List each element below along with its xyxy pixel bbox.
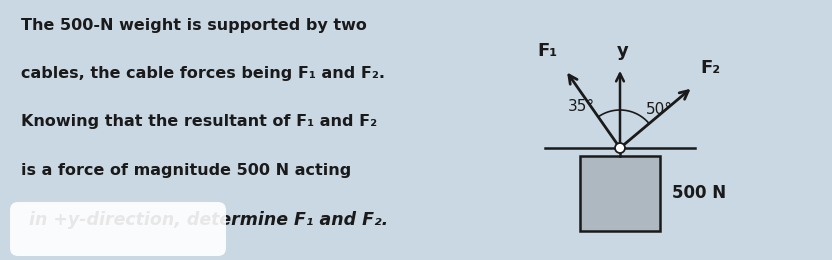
Text: 50°: 50° (646, 101, 673, 116)
FancyBboxPatch shape (10, 202, 226, 256)
Text: 35°: 35° (568, 99, 596, 114)
Text: y: y (617, 42, 629, 60)
Circle shape (615, 143, 625, 153)
Text: in +y-direction, determine F₁ and F₂.: in +y-direction, determine F₁ and F₂. (29, 211, 388, 229)
Bar (580, 156, 660, 231)
Text: 500 N: 500 N (672, 185, 726, 203)
Text: Knowing that the resultant of F₁ and F₂: Knowing that the resultant of F₁ and F₂ (21, 114, 377, 129)
Text: cables, the cable forces being F₁ and F₂.: cables, the cable forces being F₁ and F₂… (21, 66, 384, 81)
Text: F₂: F₂ (701, 59, 721, 77)
Text: The 500-N weight is supported by two: The 500-N weight is supported by two (21, 18, 367, 33)
Text: F₁: F₁ (537, 42, 557, 60)
Text: is a force of magnitude 500 N acting: is a force of magnitude 500 N acting (21, 162, 351, 178)
